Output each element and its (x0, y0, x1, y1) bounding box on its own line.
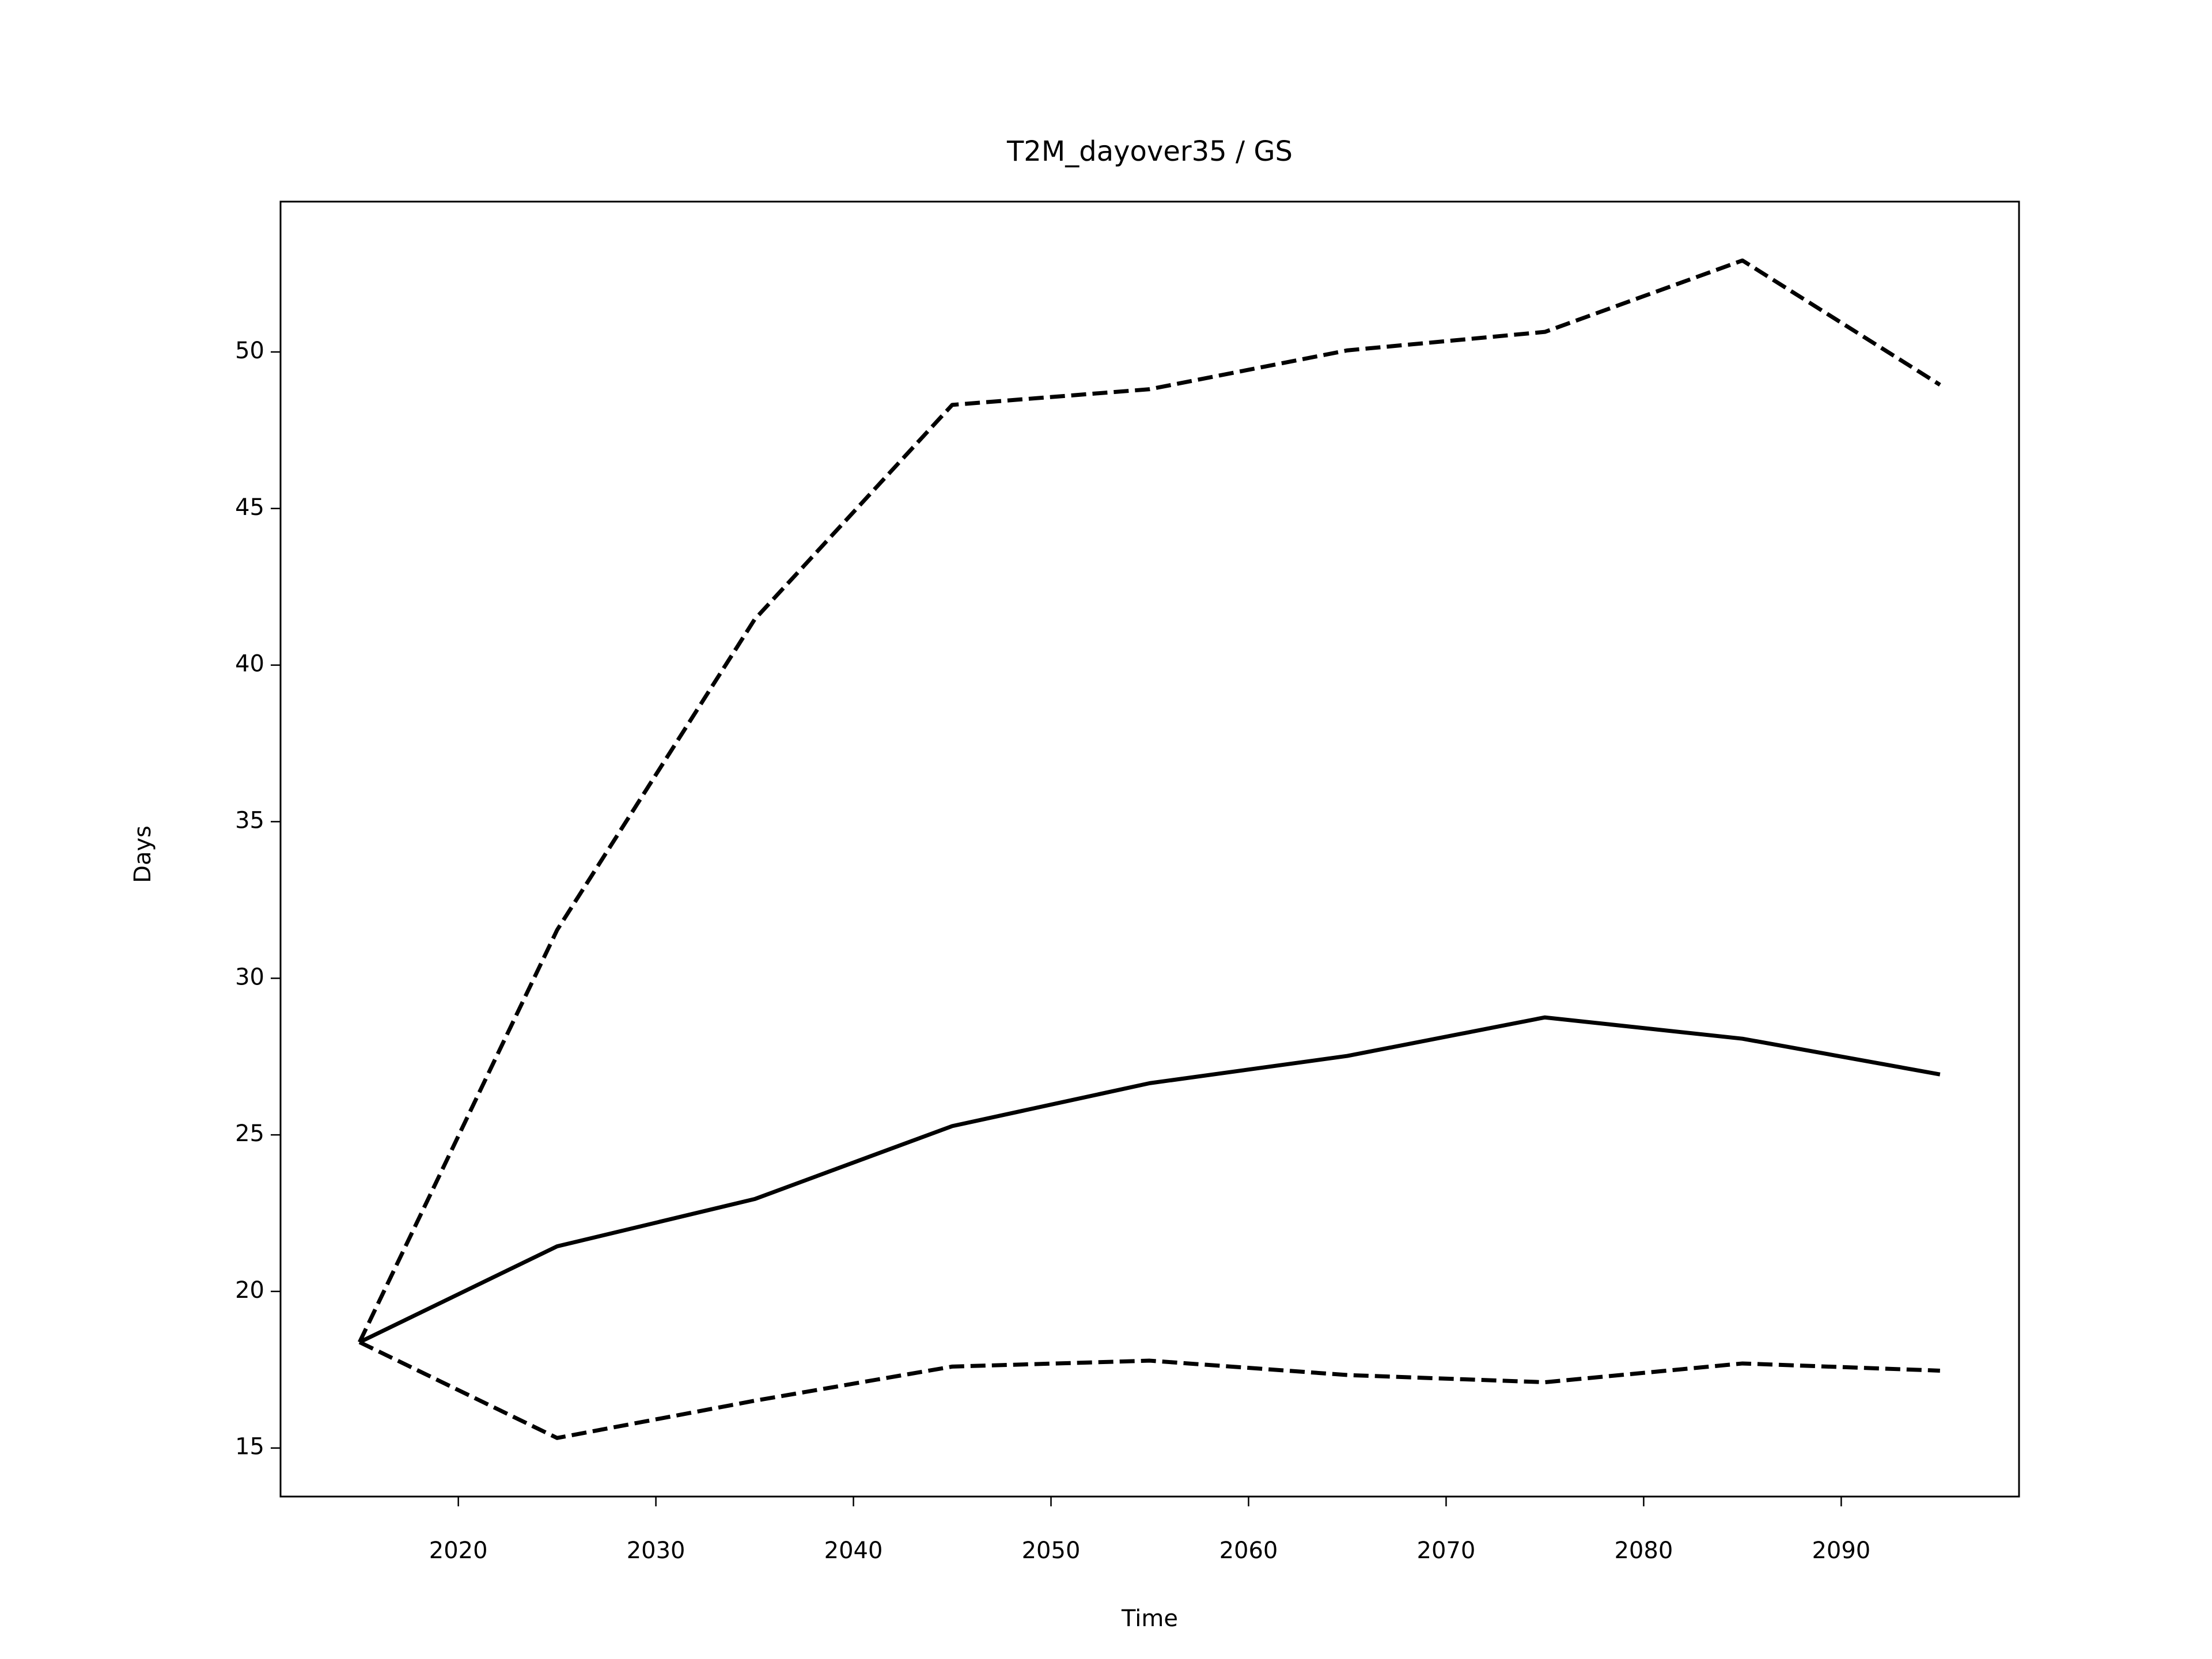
x-tick-label: 2050 (1022, 1537, 1081, 1564)
x-axis-label: Time (1121, 1605, 1178, 1632)
y-tick-label: 35 (235, 807, 264, 834)
y-tick-label: 45 (235, 494, 264, 521)
x-tick-label: 2070 (1417, 1537, 1476, 1564)
y-tick-label: 15 (235, 1434, 264, 1460)
x-tick-label: 2060 (1219, 1537, 1278, 1564)
y-tick-label: 30 (235, 964, 264, 990)
x-tick-label: 2030 (627, 1537, 685, 1564)
x-tick-label: 2090 (1812, 1537, 1870, 1564)
line-series (358, 1015, 1941, 1344)
line-series (358, 1340, 1940, 1440)
x-tick-label: 2040 (824, 1537, 883, 1564)
x-tick-label: 2020 (429, 1537, 488, 1564)
y-axis-label: Days (130, 825, 156, 883)
line-series (358, 258, 1941, 1343)
y-tick-label: 20 (235, 1277, 264, 1304)
y-tick-label: 25 (235, 1120, 264, 1147)
chart-title: T2M_dayover35 / GS (1006, 135, 1293, 168)
y-tick-label: 50 (235, 338, 264, 364)
plot-frame (279, 200, 2020, 1498)
x-tick-label: 2080 (1614, 1537, 1673, 1564)
y-tick-label: 40 (235, 651, 264, 677)
